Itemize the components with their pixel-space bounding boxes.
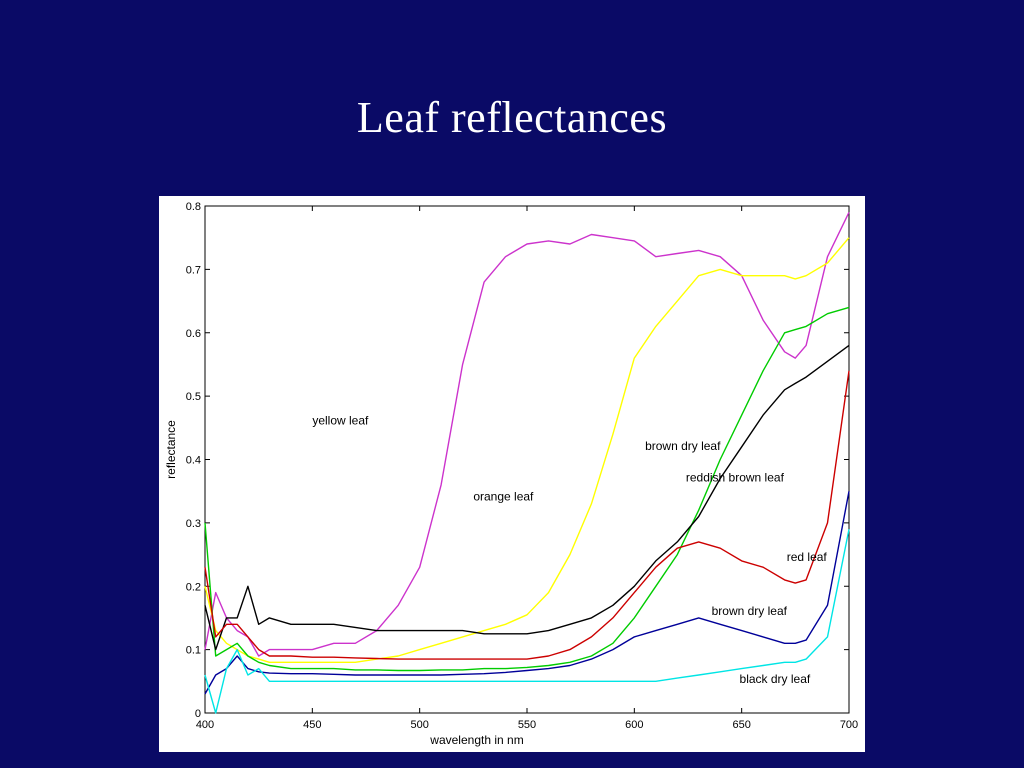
y-tick-label: 0.2 [186, 581, 201, 593]
series-line-brown-dry-leaf [204, 491, 850, 695]
x-axis-label: wavelength in nm [429, 733, 523, 747]
series-label-reddish-brown-leaf: reddish brown leaf [686, 471, 785, 485]
x-tick-label: 600 [625, 719, 643, 731]
series-line-reddish-brown-leaf [204, 344, 850, 651]
reflectance-line-chart: 400 450 500 550 600 650 700 0 0.1 0.2 0.3 0.4 0.5 0.6… [164, 201, 858, 747]
y-tick-label: 0.1 [186, 645, 201, 657]
series-line-brown-dry-leaf [204, 306, 850, 672]
y-tick-label: 0.6 [186, 328, 201, 340]
y-tick-label: 0 [195, 708, 201, 720]
y-tick-label: 0.7 [186, 264, 201, 276]
plot-frame [204, 205, 850, 714]
series-label-black-dry-leaf: black dry leaf [740, 672, 811, 686]
x-tick-label: 450 [303, 719, 321, 731]
y-tick-label: 0.4 [186, 455, 201, 467]
series-lines [204, 211, 850, 714]
series-labels: yellow leaf orange leaf brown dry leaf redd… [312, 414, 827, 687]
series-label-orange-leaf: orange leaf [473, 490, 534, 504]
slide-title: Leaf reflectances [356, 93, 668, 142]
series-label-yellow-leaf: yellow leaf [312, 414, 369, 428]
y-axis-label: reflectance [164, 420, 178, 479]
chart-figure: 400 450 500 550 600 650 700 0 0.1 0.2 0.3 0.4 0.5 0.6… [159, 196, 865, 752]
series-line-black-dry-leaf [204, 529, 850, 714]
axes: 400 450 500 550 600 650 700 0 0.1 0.2 0.3 0.4 0.5 0.6… [186, 201, 858, 731]
x-tick-label: 500 [410, 719, 428, 731]
x-tick-label: 700 [840, 719, 858, 731]
series-label-red-leaf: red leaf [787, 550, 828, 564]
x-tick-label: 650 [732, 719, 750, 731]
series-label-brown-dry-leaf: brown dry leaf [712, 604, 788, 618]
x-tick-label: 400 [196, 719, 214, 731]
x-tick-label: 550 [518, 719, 536, 731]
y-tick-label: 0.5 [186, 391, 201, 403]
series-line-yellow-leaf [204, 211, 850, 657]
series-line-orange-leaf [204, 237, 850, 663]
y-tick-label: 0.3 [186, 518, 201, 530]
y-tick-label: 0.8 [186, 201, 201, 213]
series-line-red-leaf [204, 370, 850, 660]
series-label-brown-dry-leaf: brown dry leaf [645, 439, 721, 453]
